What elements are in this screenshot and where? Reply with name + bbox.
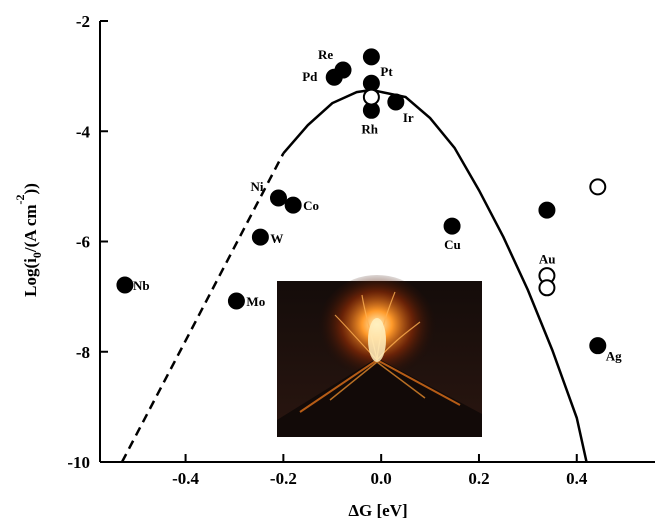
data-point (590, 338, 605, 353)
plot-area: -2 -4 -6 -8 -10 -0.4 -0.2 0.0 0.2 0.4 ΔG [eV] Log(i… (13, 12, 655, 520)
y-axis-title-part: -2 (13, 194, 27, 204)
point-label: Rh (361, 121, 378, 136)
data-point (286, 198, 301, 213)
point-label: Cu (444, 237, 461, 252)
y-tick-label: -10 (67, 453, 90, 472)
point-label: Co (303, 198, 319, 213)
x-tick-label: 0.0 (371, 469, 392, 488)
point-label: Pt (380, 64, 393, 79)
data-point (271, 190, 286, 205)
data-point (364, 49, 379, 64)
point-label: Ag (606, 349, 622, 364)
point-label: Nb (133, 278, 150, 293)
data-point (364, 76, 379, 91)
data-point (539, 280, 554, 295)
x-tick-label: -0.2 (270, 469, 297, 488)
point-label: Ni (250, 179, 263, 194)
data-point (327, 70, 342, 85)
data-point (117, 278, 132, 293)
y-axis-title-part: Log(i (21, 258, 40, 297)
y-tick-label: -8 (76, 343, 90, 362)
x-tick-label: 0.4 (566, 469, 588, 488)
x-tick-label: 0.2 (468, 469, 489, 488)
chart: -2 -4 -6 -8 -10 -0.4 -0.2 0.0 0.2 0.4 ΔG [eV] Log(i… (0, 0, 655, 523)
y-tick-label: -2 (76, 12, 90, 31)
y-axis-title-part: /(A cm (21, 204, 40, 253)
y-axis-title-part: )) (21, 183, 40, 194)
data-point (590, 179, 605, 194)
point-label: Pd (302, 69, 318, 84)
point-label: Re (318, 47, 333, 62)
point-label: Ir (403, 110, 414, 125)
inset-image (277, 275, 482, 437)
x-tick-label: -0.4 (172, 469, 199, 488)
point-label: W (270, 231, 283, 246)
y-axis-title: Log(i0/(A cm-2)) (13, 183, 44, 297)
data-point (539, 203, 554, 218)
y-tick-label: -4 (76, 122, 91, 141)
point-label: Au (539, 252, 556, 267)
data-point (445, 219, 460, 234)
y-tick-label: -6 (76, 233, 90, 252)
x-axis-title: ΔG [eV] (348, 501, 407, 520)
data-point (388, 95, 403, 110)
data-point (229, 294, 244, 309)
data-point (253, 230, 268, 245)
point-label: Mo (246, 294, 265, 309)
data-point (364, 90, 379, 105)
